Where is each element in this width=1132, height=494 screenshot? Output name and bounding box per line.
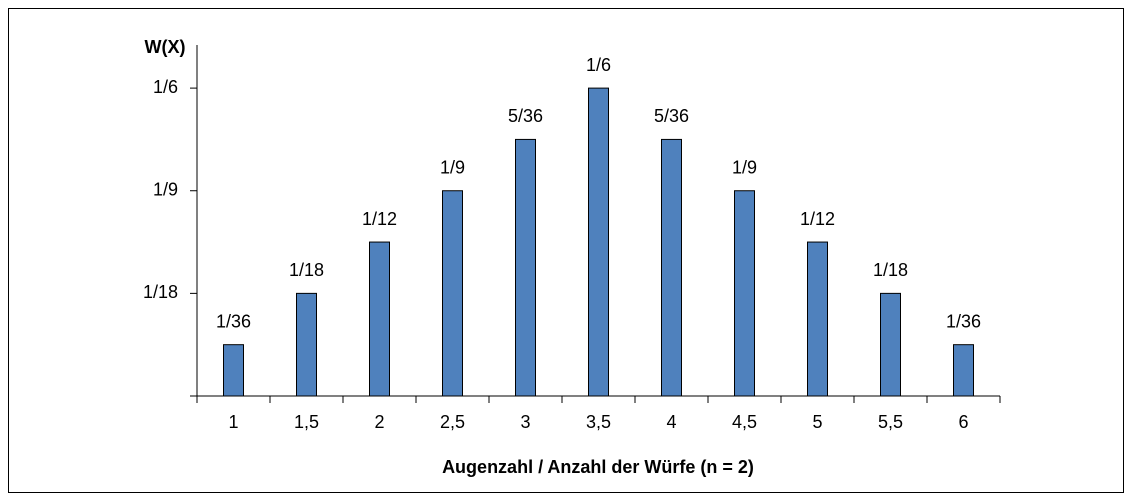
x-tick-label: 5 <box>812 412 822 432</box>
bar <box>807 241 828 397</box>
y-tick-label: 1/18 <box>143 282 178 302</box>
y-tick-label: 1/6 <box>153 77 178 97</box>
bar <box>515 138 536 397</box>
x-tick-label: 2,5 <box>440 412 465 432</box>
bar <box>296 292 317 397</box>
data-label: 1/18 <box>873 260 908 280</box>
bar <box>661 138 682 397</box>
data-label: 1/6 <box>586 55 611 75</box>
bar <box>880 292 901 397</box>
data-label: 1/36 <box>216 311 251 331</box>
bar <box>734 190 755 397</box>
data-label: 1/36 <box>946 311 981 331</box>
x-tick-label: 3 <box>520 412 530 432</box>
x-tick-label: 1,5 <box>294 412 319 432</box>
data-label: 1/12 <box>800 209 835 229</box>
bar <box>442 190 463 397</box>
bar <box>369 241 390 397</box>
x-tick-label: 5,5 <box>878 412 903 432</box>
data-label: 5/36 <box>654 106 689 126</box>
data-label: 1/12 <box>362 209 397 229</box>
x-tick-label: 1 <box>228 412 238 432</box>
bar <box>223 344 244 397</box>
x-tick-label: 4,5 <box>732 412 757 432</box>
data-label: 1/18 <box>289 260 324 280</box>
bar <box>588 87 609 397</box>
y-tick-label: 1/9 <box>153 179 178 199</box>
data-label: 1/9 <box>732 157 757 177</box>
data-label: 1/9 <box>440 157 465 177</box>
data-label: 5/36 <box>508 106 543 126</box>
x-axis-title: Augenzahl / Anzahl der Würfe (n = 2) <box>442 457 754 477</box>
bar <box>953 344 974 397</box>
chart-border <box>8 8 1124 493</box>
x-tick-label: 6 <box>958 412 968 432</box>
x-tick-label: 4 <box>666 412 676 432</box>
x-tick-label: 2 <box>374 412 384 432</box>
x-tick-label: 3,5 <box>586 412 611 432</box>
y-axis-title: W(X) <box>145 37 186 57</box>
